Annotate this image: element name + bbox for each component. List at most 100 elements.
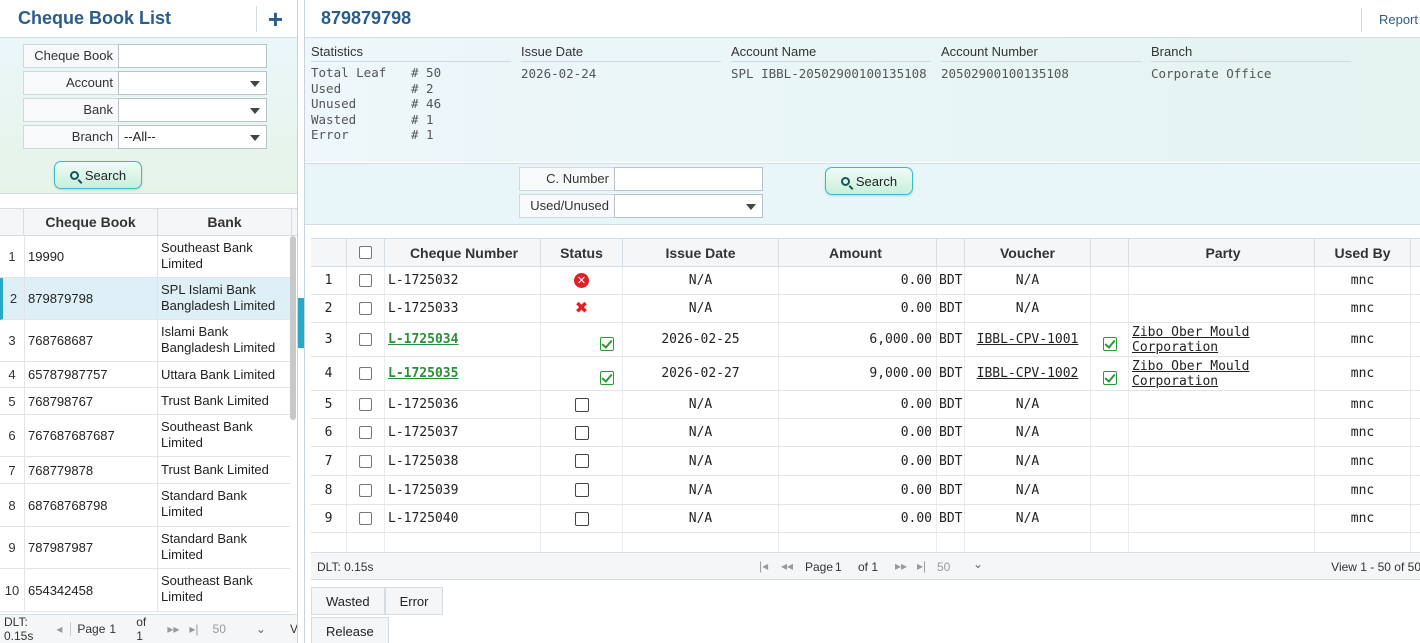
row-checkbox[interactable]: [359, 512, 372, 525]
first-page-icon[interactable]: |◂: [759, 559, 769, 573]
row-checkbox[interactable]: [359, 454, 372, 468]
column-header-issue-date[interactable]: Issue Date: [623, 239, 779, 266]
voucher-cell: N/A: [965, 391, 1091, 418]
table-row[interactable]: 7 768779878 Trust Bank Limited: [0, 457, 290, 484]
column-header-party[interactable]: Party: [1129, 239, 1315, 266]
table-row[interactable]: 10 654342458 Southeast Bank Limited: [0, 569, 290, 612]
party-link[interactable]: Zibo Ober Mould Corporation: [1132, 358, 1250, 389]
column-header-status[interactable]: Status: [541, 239, 623, 266]
cheque-book-cell: 879879798: [24, 278, 157, 319]
voucher-link[interactable]: IBBL-CPV-1001: [976, 332, 1079, 347]
search-icon: [69, 170, 79, 180]
table-row[interactable]: 3 768768687 Islami Bank Bangladesh Limited: [0, 320, 290, 362]
table-row[interactable]: 1 19990 Southeast Bank Limited: [0, 236, 290, 278]
release-button[interactable]: Release: [311, 617, 389, 643]
page-input[interactable]: 1: [835, 560, 842, 574]
select-all-checkbox[interactable]: [359, 246, 372, 259]
row-select-cell[interactable]: [347, 419, 385, 446]
table-row[interactable]: 1 L-1725032 ✕ N/A 0.00 BDT N/A mnc: [311, 267, 1420, 295]
cheque-book-cell: 768768687: [24, 320, 157, 361]
table-row[interactable]: 4 65787987757 Uttara Bank Limited: [0, 362, 290, 388]
table-row[interactable]: 8 L-1725039 N/A 0.00 BDT N/A mnc: [311, 476, 1420, 505]
table-row[interactable]: 4 L-1725035 2026-02-27 9,000.00 BDT IBBL-CPV-…: [311, 357, 1420, 391]
table-row[interactable]: 5 L-1725036 N/A 0.00 BDT N/A mnc: [311, 391, 1420, 419]
cheque-number[interactable]: L-1725035: [388, 366, 459, 381]
table-row[interactable]: 9 L-1725040 N/A 0.00 BDT N/A mnc: [311, 505, 1420, 533]
add-cheque-book-icon[interactable]: +: [267, 4, 283, 34]
used-check-icon: [600, 371, 614, 385]
page-size-select[interactable]: 50: [212, 622, 226, 636]
row-select-cell[interactable]: [347, 447, 385, 475]
row-checkbox[interactable]: [359, 398, 372, 411]
next-page-icon[interactable]: ▸▸: [895, 559, 908, 573]
row-select-cell[interactable]: [347, 267, 385, 294]
statistic-value: # 50: [411, 65, 442, 80]
last-page-icon[interactable]: ▸|: [917, 559, 927, 573]
cheque-book-cell: 787987987: [24, 527, 157, 568]
cheque-number-input[interactable]: [614, 167, 763, 191]
column-header-used-by[interactable]: Used By: [1315, 239, 1411, 266]
row-select-cell[interactable]: [347, 476, 385, 504]
table-row[interactable]: 5 768798767 Trust Bank Limited: [0, 388, 290, 415]
select-all-checkbox-cell[interactable]: [347, 239, 385, 266]
column-header-voucher[interactable]: Voucher: [965, 239, 1091, 266]
cheque-number[interactable]: L-1725034: [388, 332, 459, 347]
table-row[interactable]: 2 879879798 SPL Islami Bank Bangladesh Lim…: [0, 278, 290, 320]
column-header-cheque-number[interactable]: Cheque Number: [385, 239, 541, 266]
voucher-link[interactable]: IBBL-CPV-1002: [976, 366, 1079, 381]
unused-checkbox-icon: [574, 483, 589, 497]
row-checkbox[interactable]: [359, 426, 372, 439]
table-row[interactable]: 3 L-1725034 2026-02-25 6,000.00 BDT IBBL-CPV-…: [311, 323, 1420, 357]
row-checkbox[interactable]: [359, 274, 372, 287]
cheque-search-button[interactable]: Search: [825, 167, 913, 195]
bank-select[interactable]: [118, 98, 267, 122]
column-header-amount[interactable]: Amount: [779, 239, 937, 266]
voucher-status-cell: [1091, 357, 1129, 390]
page-size-select[interactable]: 50: [937, 560, 951, 574]
search-button[interactable]: Search: [54, 161, 142, 189]
column-header-cheque-book[interactable]: Cheque Book: [24, 209, 158, 235]
table-row[interactable]: 7 L-1725038 N/A 0.00 BDT N/A mnc: [311, 447, 1420, 476]
party-cell: [1129, 391, 1315, 418]
used-check-icon: [600, 337, 614, 351]
cheque-book-input[interactable]: [118, 44, 267, 68]
table-row[interactable]: 2 L-1725033 ✖ N/A 0.00 BDT N/A mnc: [311, 295, 1420, 323]
report-button[interactable]: Report: [1378, 12, 1418, 27]
row-select-cell[interactable]: [347, 323, 385, 356]
column-header-bank[interactable]: Bank: [158, 209, 292, 235]
table-row[interactable]: 6 L-1725037 N/A 0.00 BDT N/A mnc: [311, 419, 1420, 447]
row-select-cell[interactable]: [347, 391, 385, 418]
row-checkbox[interactable]: [359, 302, 372, 315]
row-checkbox[interactable]: [359, 333, 372, 346]
row-checkbox[interactable]: [359, 483, 372, 497]
table-row[interactable]: 9 787987987 Standard Bank Limited: [0, 527, 290, 569]
cheque-number-cell[interactable]: L-1725034: [385, 323, 541, 356]
next-page-icon[interactable]: ▸▸: [167, 622, 180, 636]
scrollbar[interactable]: [290, 236, 296, 420]
panel-splitter[interactable]: [298, 298, 304, 348]
table-row[interactable]: 6 767687687687 Southeast Bank Limited: [0, 415, 290, 457]
empty-cell: [385, 533, 541, 552]
prev-page-icon[interactable]: ◂: [56, 622, 63, 636]
used-unused-select[interactable]: [614, 194, 763, 218]
party-link[interactable]: Zibo Ober Mould Corporation: [1132, 324, 1250, 355]
account-select[interactable]: [118, 71, 267, 95]
row-select-cell[interactable]: [347, 295, 385, 322]
chevron-down-icon[interactable]: ⌄: [255, 622, 266, 636]
empty-cell: [1129, 533, 1315, 552]
row-checkbox[interactable]: [359, 367, 372, 380]
row-select-cell[interactable]: [347, 505, 385, 532]
tab-error[interactable]: Error: [384, 587, 444, 615]
branch-select[interactable]: --All--: [118, 125, 267, 149]
last-page-icon[interactable]: ▸|: [189, 622, 199, 636]
status-cell: [541, 323, 623, 356]
row-number: 7: [8, 462, 16, 478]
chevron-down-icon[interactable]: ⌄: [973, 557, 984, 571]
cheque-number-cell[interactable]: L-1725035: [385, 357, 541, 390]
prev-page-icon[interactable]: ◂◂: [781, 559, 794, 573]
voucher-status-cell: [1091, 267, 1129, 294]
table-row[interactable]: 8 68768768798 Standard Bank Limited: [0, 484, 290, 527]
row-select-cell[interactable]: [347, 357, 385, 390]
page-input[interactable]: 1: [109, 622, 117, 636]
tab-wasted[interactable]: Wasted: [311, 587, 385, 615]
